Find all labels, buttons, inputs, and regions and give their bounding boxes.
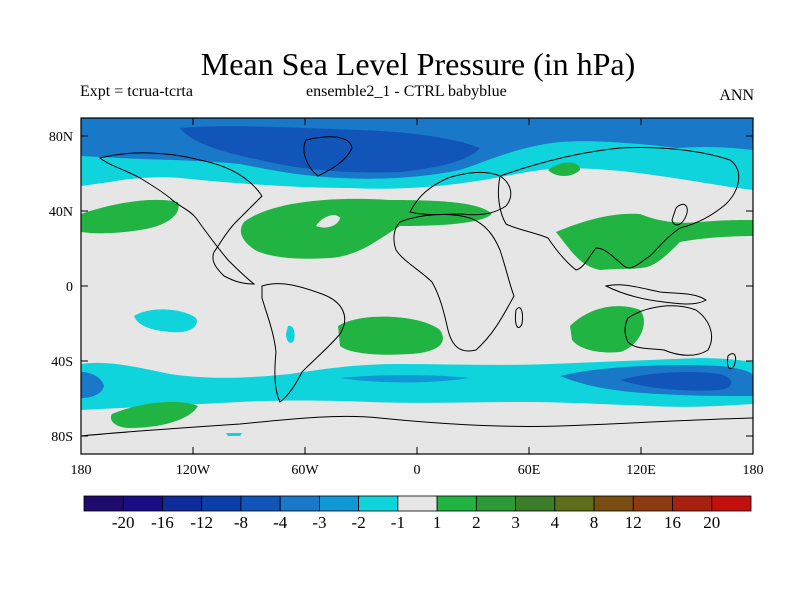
colorbar-label: -1 bbox=[391, 513, 405, 532]
coast-new-zealand bbox=[727, 353, 737, 370]
contour-arctic-darkblue bbox=[180, 126, 480, 173]
coast-greenland bbox=[303, 136, 353, 177]
contour-andes-cyan bbox=[286, 325, 295, 343]
lat-label: 40S bbox=[51, 355, 73, 370]
colorbar-swatch bbox=[632, 495, 673, 512]
colorbar-label: -8 bbox=[234, 513, 248, 532]
colorbar-swatch bbox=[122, 495, 163, 512]
contour-southern-blue-atl bbox=[340, 375, 470, 383]
coast-asia bbox=[497, 147, 740, 271]
coast-antarctica bbox=[81, 415, 753, 437]
lat-label: 0 bbox=[66, 280, 73, 295]
colorbar-swatch bbox=[515, 495, 556, 512]
pressure-contours bbox=[81, 118, 753, 436]
colorbar-swatch bbox=[319, 495, 360, 512]
contour-antarctic-cyan bbox=[226, 433, 242, 436]
colorbar-swatch bbox=[554, 495, 595, 512]
contour-indian-green bbox=[570, 306, 644, 353]
contour-asia-green bbox=[556, 213, 753, 270]
lon-tick-marks bbox=[192, 118, 642, 454]
lon-label: 120W bbox=[176, 463, 211, 478]
coast-north-america bbox=[98, 152, 263, 285]
colorbar-label: -12 bbox=[190, 513, 213, 532]
colorbar-swatch bbox=[672, 495, 713, 512]
contour-satlantic-green bbox=[338, 316, 443, 355]
colorbar-label: 4 bbox=[551, 513, 560, 532]
colorbar-label: 16 bbox=[664, 513, 681, 532]
lon-label: 120E bbox=[626, 463, 656, 478]
colorbar-label: -4 bbox=[273, 513, 288, 532]
colorbar-label: -2 bbox=[352, 513, 366, 532]
coast-australia bbox=[624, 305, 712, 356]
colorbar-label: 1 bbox=[433, 513, 442, 532]
colorbar-swatch bbox=[201, 495, 242, 512]
lon-label: 0 bbox=[414, 463, 421, 478]
lon-label: 180 bbox=[743, 463, 764, 478]
contour-southern-darkblue-east bbox=[620, 372, 732, 391]
colorbar-label: 8 bbox=[590, 513, 599, 532]
colorbar-swatch bbox=[475, 495, 516, 512]
colorbar-swatch bbox=[240, 495, 281, 512]
lat-tick-marks bbox=[81, 135, 753, 437]
coast-europe bbox=[409, 171, 512, 216]
colorbar-swatch bbox=[279, 495, 320, 512]
contour-spacific-green bbox=[110, 401, 198, 428]
lat-label: 80S bbox=[51, 430, 73, 445]
colorbar-label: 2 bbox=[472, 513, 481, 532]
colorbar-swatch bbox=[436, 495, 477, 512]
colorbar-swatch bbox=[711, 495, 752, 512]
lon-labels: 180 120W 60W 0 60E 120E 180 bbox=[71, 463, 764, 478]
coastlines bbox=[81, 136, 753, 437]
contour-southern-cyan bbox=[81, 358, 753, 410]
colorbar-swatch bbox=[358, 495, 399, 512]
lon-label: 60E bbox=[518, 463, 541, 478]
lat-label: 40N bbox=[49, 205, 73, 220]
contour-southern-blue-west bbox=[81, 372, 104, 398]
colorbar-swatch bbox=[593, 495, 634, 512]
coast-madagascar bbox=[515, 307, 523, 328]
colorbar-label: -20 bbox=[112, 513, 135, 532]
contour-npacific-green bbox=[548, 162, 580, 176]
colorbar-label: 3 bbox=[511, 513, 520, 532]
lat-labels: 80N 40N 0 40S 80S bbox=[49, 130, 73, 445]
colorbar-swatch bbox=[83, 495, 124, 512]
colorbar-label: 12 bbox=[625, 513, 642, 532]
colorbar-label: -16 bbox=[151, 513, 174, 532]
lon-label: 60W bbox=[291, 463, 319, 478]
season-label: ANN bbox=[719, 87, 754, 104]
colorbar-swatch bbox=[162, 495, 203, 512]
coast-south-america bbox=[261, 283, 345, 403]
lon-label: 180 bbox=[71, 463, 92, 478]
contour-pacific-green bbox=[81, 199, 179, 234]
contour-siberia-cyan bbox=[660, 147, 753, 170]
colorbar-label: -3 bbox=[312, 513, 326, 532]
contour-atlantic-hole bbox=[316, 215, 340, 228]
colorbar: -20 -16 -12 -8 -4 -3 -2 -1 1 2 3 4 8 12 16 20 bbox=[83, 495, 752, 532]
lat-label: 80N bbox=[49, 130, 73, 145]
contour-pacific-cyan bbox=[134, 309, 197, 333]
colorbar-swatch bbox=[397, 495, 438, 512]
experiment-label: Expt = tcrua-tcrta bbox=[80, 83, 193, 100]
ensemble-label: ensemble2_1 - CTRL babyblue bbox=[306, 83, 507, 100]
coast-africa bbox=[393, 214, 515, 352]
coast-japan bbox=[671, 203, 688, 226]
colorbar-label: 20 bbox=[703, 513, 720, 532]
page-title: Mean Sea Level Pressure (in hPa) bbox=[200, 46, 636, 82]
coast-indonesia bbox=[604, 284, 707, 305]
